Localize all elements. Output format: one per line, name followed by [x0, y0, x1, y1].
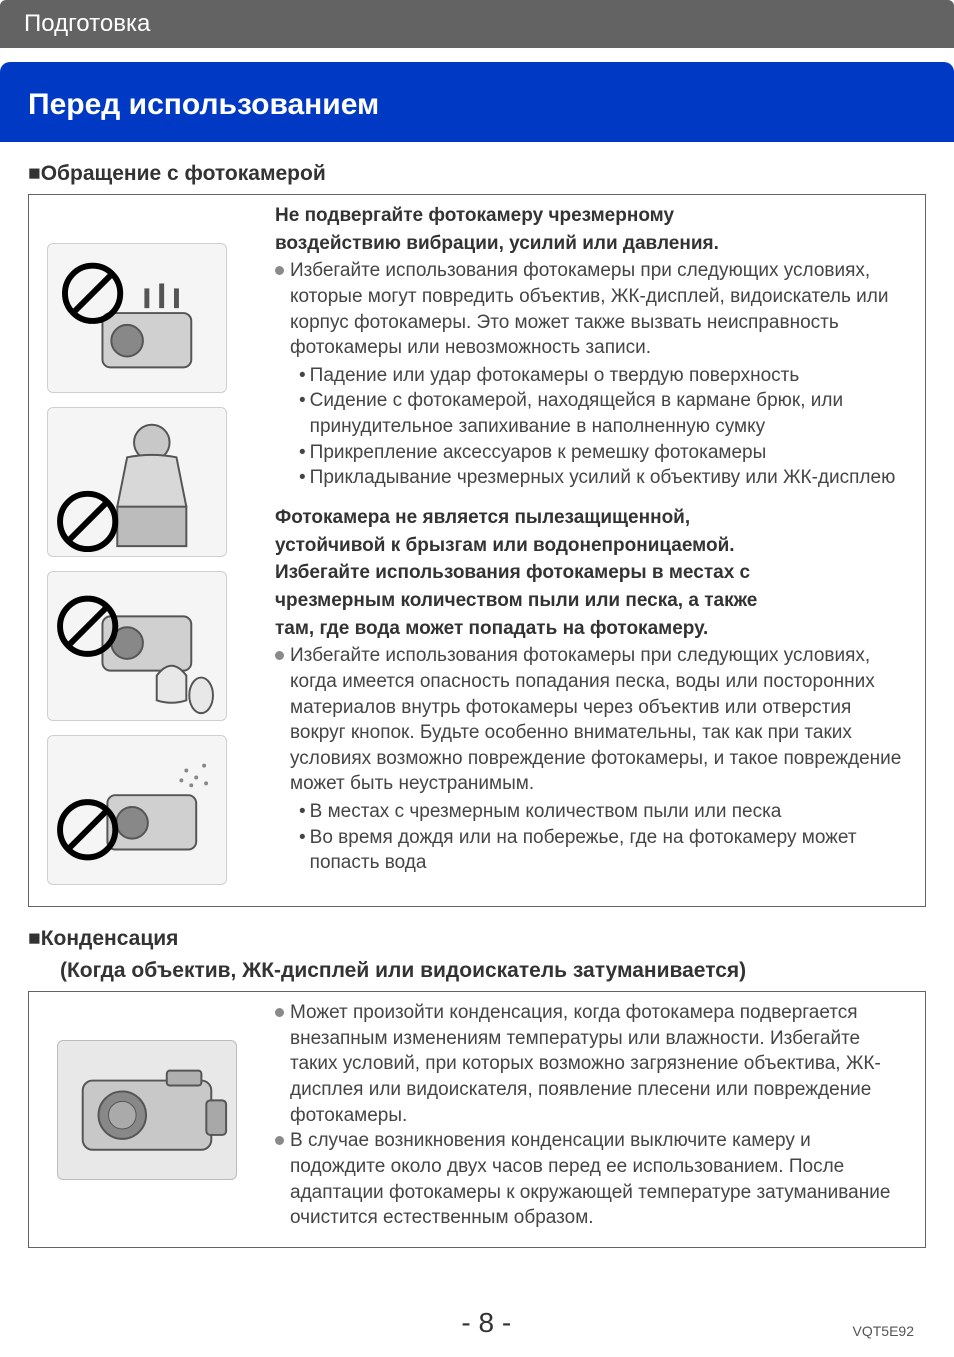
illus-camera-drop-prohibited — [47, 243, 227, 393]
block2-subbullets: •В местах с чрезмерным количеством пыли … — [299, 799, 909, 876]
section1-block2: Фотокамера не является пылезащищенной, у… — [275, 505, 909, 876]
subbullet-text: Прикладывание чрезмерных усилий к объект… — [310, 465, 896, 491]
bullet-dot-icon — [275, 1136, 284, 1145]
block1-bullet: Избегайте использования фотокамеры при с… — [275, 258, 909, 361]
subbullet-dot: • — [299, 799, 306, 825]
block2-bullet: Избегайте использования фотокамеры при с… — [275, 643, 909, 797]
heading-prefix: ■ — [28, 927, 41, 950]
section2-bullet-text-1: В случае возникновения конденсации выклю… — [290, 1128, 909, 1231]
block2-bold-line-3: чрезмерным количеством пыли или песка, а… — [275, 588, 909, 614]
illus-camera-pocket-prohibited — [47, 407, 227, 557]
section2-text: Может произойти конденсация, когда фоток… — [267, 1000, 917, 1239]
subbullet: •Прикладывание чрезмерных усилий к объек… — [299, 465, 909, 491]
page: Подготовка Перед использованием ■Обращен… — [0, 0, 954, 1357]
block2-bold-line-2: Избегайте использования фотокамеры в мес… — [275, 560, 909, 586]
subbullet-dot: • — [299, 363, 306, 389]
heading-text: Обращение с фотокамерой — [41, 162, 326, 185]
subbullet-dot: • — [299, 388, 306, 414]
subbullet-text: В местах с чрезмерным количеством пыли и… — [310, 799, 782, 825]
subbullet-text: Во время дождя или на побережье, где на … — [310, 825, 909, 876]
illus-camera-water-prohibited — [47, 571, 227, 721]
subbullet-text: Прикрепление аксессуаров к ремешку фоток… — [310, 440, 767, 466]
content: ■Обращение с фотокамерой — [0, 142, 954, 1248]
subbullet-dot: • — [299, 465, 306, 491]
block1-subbullets: •Падение или удар фотокамеры о твердую п… — [299, 363, 909, 491]
illustration-column-2 — [37, 1000, 267, 1239]
subbullet-text: Падение или удар фотокамеры о твердую по… — [310, 363, 800, 389]
section2-bullet-0: Может произойти конденсация, когда фоток… — [275, 1000, 909, 1128]
heading-prefix: ■ — [28, 162, 41, 185]
subbullet: •Сидение с фотокамерой, находящейся в ка… — [299, 388, 909, 439]
block2-bold-line-0: Фотокамера не является пылезащищенной, — [275, 505, 909, 531]
subbullet-dot: • — [299, 440, 306, 466]
section1-text: Не подвергайте фотокамеру чрезмерному во… — [267, 203, 917, 898]
section1-heading: ■Обращение с фотокамерой — [28, 162, 926, 186]
section2-box: Может произойти конденсация, когда фоток… — [28, 991, 926, 1248]
section2-heading: ■Конденсация — [28, 927, 926, 951]
subbullet: •В местах с чрезмерным количеством пыли … — [299, 799, 909, 825]
bullet-dot-icon — [275, 266, 284, 275]
document-id: VQT5E92 — [853, 1323, 914, 1339]
bullet-dot-icon — [275, 1008, 284, 1017]
section2-subheading: (Когда объектив, ЖК-дисплей или видоиска… — [60, 959, 926, 983]
page-number: - 8 - — [120, 1307, 853, 1339]
section-title-bar: Перед использованием — [0, 74, 954, 142]
illus-camera-condensation — [57, 1040, 237, 1180]
subbullet: •Прикрепление аксессуаров к ремешку фото… — [299, 440, 909, 466]
footer: - 8 - VQT5E92 — [0, 1307, 954, 1339]
subbullet-text: Сидение с фотокамерой, находящейся в кар… — [310, 388, 909, 439]
heading-text: Конденсация — [41, 927, 179, 950]
block2-bold-line-1: устойчивой к брызгам или водонепроницаем… — [275, 533, 909, 559]
subbullet: •Падение или удар фотокамеры о твердую п… — [299, 363, 909, 389]
block1-bullet-text: Избегайте использования фотокамеры при с… — [290, 258, 909, 361]
section2-bullet-1: В случае возникновения конденсации выклю… — [275, 1128, 909, 1231]
block1-bold-line-0: Не подвергайте фотокамеру чрезмерному — [275, 203, 909, 229]
block2-bold-line-4: там, где вода может попадать на фотокаме… — [275, 616, 909, 642]
title-shoulder — [0, 62, 954, 74]
illustration-column — [37, 203, 267, 898]
block2-bullet-text: Избегайте использования фотокамеры при с… — [290, 643, 909, 797]
bullet-dot-icon — [275, 651, 284, 660]
block1-bold-line-1: воздействию вибрации, усилий или давлени… — [275, 231, 909, 257]
section1-block1: Не подвергайте фотокамеру чрезмерному во… — [275, 203, 909, 491]
illus-camera-sand-prohibited — [47, 735, 227, 885]
subbullet: •Во время дождя или на побережье, где на… — [299, 825, 909, 876]
section2-bullet-text-0: Может произойти конденсация, когда фоток… — [290, 1000, 909, 1128]
section1-box: Не подвергайте фотокамеру чрезмерному во… — [28, 194, 926, 907]
subbullet-dot: • — [299, 825, 306, 851]
breadcrumb: Подготовка — [0, 0, 954, 48]
breadcrumb-text: Подготовка — [24, 10, 150, 37]
section-title: Перед использованием — [28, 88, 379, 121]
